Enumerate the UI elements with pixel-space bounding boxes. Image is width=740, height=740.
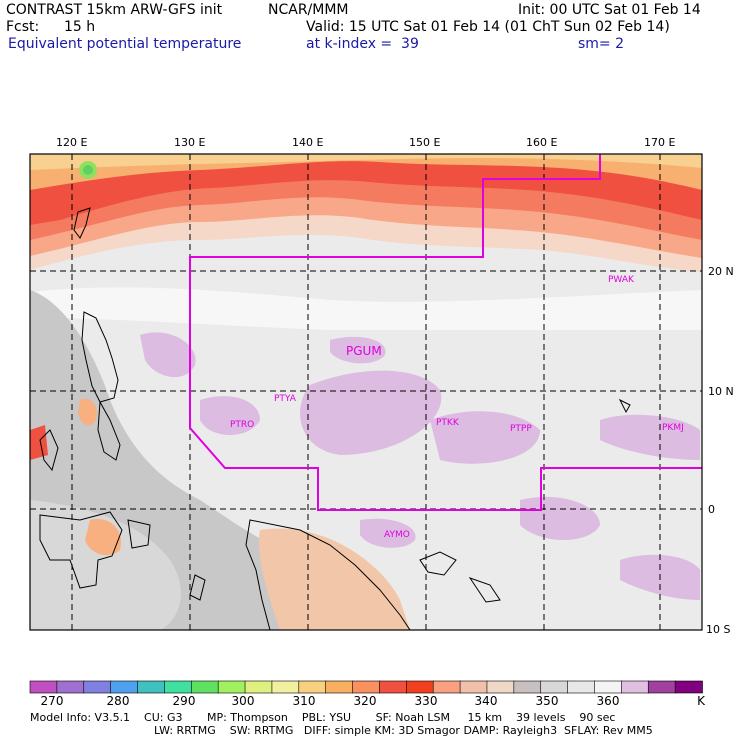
lon-label: 140 E bbox=[292, 136, 323, 149]
colorbar-label: 280 bbox=[107, 694, 130, 708]
colorbar-swatch bbox=[298, 680, 327, 694]
lon-label: 120 E bbox=[56, 136, 87, 149]
colorbar-swatch bbox=[540, 680, 569, 694]
map-border bbox=[29, 153, 703, 631]
colorbar-swatch bbox=[459, 680, 488, 694]
fcst-value: 15 h bbox=[64, 19, 96, 35]
colorbar-label: 310 bbox=[293, 694, 316, 708]
org-label: NCAR/MMM bbox=[268, 2, 349, 18]
init-time: Init: 00 UTC Sat 01 Feb 14 bbox=[518, 2, 701, 18]
lat-label: 20 N bbox=[708, 265, 734, 278]
theta-e-field bbox=[30, 154, 702, 630]
lon-label: 160 E bbox=[526, 136, 557, 149]
station-label: PTPP bbox=[510, 424, 532, 434]
colorbar-swatch bbox=[352, 680, 381, 694]
station-label: AYMO bbox=[384, 530, 410, 540]
station-label: PTYA bbox=[274, 394, 297, 404]
field-name: Equivalent potential temperature bbox=[8, 36, 242, 52]
colorbar-swatch bbox=[83, 680, 112, 694]
colorbar-swatch bbox=[406, 680, 435, 694]
smooth-label: sm= 2 bbox=[578, 36, 625, 52]
colorbar-swatch bbox=[271, 680, 300, 694]
lon-label: 170 E bbox=[644, 136, 675, 149]
colorbar-label: 340 bbox=[475, 694, 498, 708]
lon-label: 130 E bbox=[174, 136, 205, 149]
model-info-line2: LW: RRTMG SW: RRTMG DIFF: simple KM: 3D … bbox=[154, 724, 653, 737]
lon-label: 150 E bbox=[409, 136, 440, 149]
colorbar-label: 270 bbox=[41, 694, 64, 708]
colorbar-swatch bbox=[110, 680, 139, 694]
colorbar-label: 360 bbox=[597, 694, 620, 708]
colorbar-swatch bbox=[567, 680, 596, 694]
colorbar-swatch bbox=[164, 680, 193, 694]
valid-time: Valid: 15 UTC Sat 01 Feb 14 (01 ChT Sun … bbox=[306, 19, 670, 35]
colorbar-swatch bbox=[56, 680, 85, 694]
level-label: at k-index = 39 bbox=[306, 36, 419, 52]
colorbar-swatch bbox=[325, 680, 354, 694]
colorbar-swatch bbox=[513, 680, 542, 694]
coastlines bbox=[39, 207, 631, 630]
fcst-label: Fcst: bbox=[6, 19, 40, 35]
lat-label: 10 N bbox=[708, 385, 734, 398]
colorbar-unit: K bbox=[697, 694, 706, 708]
colorbar-swatch bbox=[29, 680, 58, 694]
region-boundary bbox=[189, 154, 702, 511]
station-label: PTRO bbox=[230, 420, 254, 430]
colorbar-label: 290 bbox=[173, 694, 196, 708]
colorbar-label: 330 bbox=[415, 694, 438, 708]
lat-label: 10 S bbox=[706, 623, 730, 636]
station-label: PWAK bbox=[608, 275, 635, 285]
colorbar-label: 300 bbox=[232, 694, 255, 708]
station-label: PGUM bbox=[346, 344, 382, 358]
colorbar-swatch bbox=[137, 680, 166, 694]
colorbar-swatch bbox=[674, 680, 703, 694]
title-line: CONTRAST 15km ARW-GFS init bbox=[6, 2, 223, 18]
colorbar-label: 350 bbox=[536, 694, 559, 708]
colorbar-swatch bbox=[432, 680, 461, 694]
colorbar-swatch bbox=[244, 680, 273, 694]
lat-label: 0 bbox=[708, 503, 715, 516]
station-label: PTKK bbox=[436, 418, 460, 428]
colorbar-swatch bbox=[379, 680, 408, 694]
colorbar-swatch bbox=[621, 680, 650, 694]
colorbar-swatch bbox=[190, 680, 219, 694]
colorbar-swatch bbox=[486, 680, 515, 694]
colorbar-label: 320 bbox=[354, 694, 377, 708]
colorbar bbox=[29, 680, 703, 694]
model-info-line1: Model Info: V3.5.1 CU: G3 MP: Thompson P… bbox=[30, 711, 616, 724]
station-label: PKMJ bbox=[662, 423, 684, 433]
colorbar-swatch bbox=[217, 680, 246, 694]
colorbar-swatch bbox=[594, 680, 623, 694]
colorbar-labels: 270 280 290 300 310 320 330 340 350 360 … bbox=[41, 694, 707, 708]
colorbar-swatch bbox=[647, 680, 676, 694]
